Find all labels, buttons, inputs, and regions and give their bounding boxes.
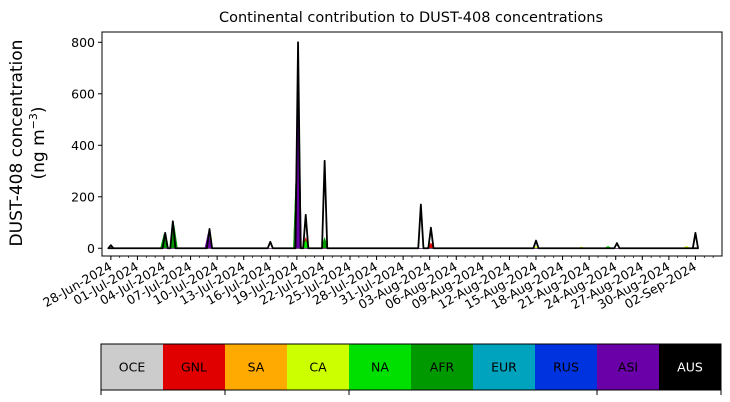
- legend-swatch-aus: [659, 344, 721, 390]
- legend-label-asi: ASI: [618, 360, 638, 375]
- series-afr-area: [130, 150, 692, 249]
- legend-frame: [100, 343, 722, 391]
- legend-swatch-eur: [473, 344, 535, 390]
- y-tick-label: 200: [71, 189, 95, 204]
- legend-label-oce: OCE: [119, 360, 146, 375]
- legend-swatch-sa: [225, 344, 287, 390]
- axes: 020040060080028-Jun-202401-Jul-202404-Ju…: [40, 31, 723, 312]
- legend-label-afr: AFR: [430, 360, 455, 375]
- legend-label-na: NA: [371, 360, 389, 375]
- legend-swatch-asi: [597, 344, 659, 390]
- plot-area: [107, 41, 699, 250]
- series-gnl-area: [130, 214, 692, 249]
- y-axis-label-line1: DUST-408 concentration: [7, 40, 27, 247]
- y-tick-label: 600: [71, 86, 95, 101]
- legend-swatch-oce: [101, 344, 163, 390]
- legend-label-aus: AUS: [677, 360, 703, 375]
- series-asi-area: [130, 57, 692, 249]
- y-tick-label: 0: [87, 241, 95, 256]
- y-axis-label: DUST-408 concentration (ng m−3): [7, 40, 49, 247]
- legend-swatch-ca: [287, 344, 349, 390]
- legend-label-rus: RUS: [553, 360, 579, 375]
- series-total-line: [107, 41, 699, 250]
- y-tick-label: 800: [71, 35, 95, 50]
- legend-swatch-afr: [411, 344, 473, 390]
- y-axis-label-line2: (ng m−3): [27, 106, 49, 179]
- plot-frame: [101, 31, 723, 257]
- legend-label-eur: EUR: [491, 360, 517, 375]
- legend-swatch-gnl: [163, 344, 225, 390]
- chart-title: Continental contribution to DUST-408 con…: [219, 10, 603, 26]
- legend-label-sa: SA: [248, 360, 265, 375]
- legend-label-ca: CA: [309, 360, 327, 375]
- legend-swatch-na: [349, 344, 411, 390]
- legend: OCE GNL SA CA NA AFR EUR RUS ASI AUS: [100, 343, 722, 395]
- legend-label-gnl: GNL: [181, 360, 207, 375]
- series-na-area: [130, 153, 692, 249]
- legend-swatch-rus: [535, 344, 597, 390]
- y-tick-label: 400: [71, 138, 95, 153]
